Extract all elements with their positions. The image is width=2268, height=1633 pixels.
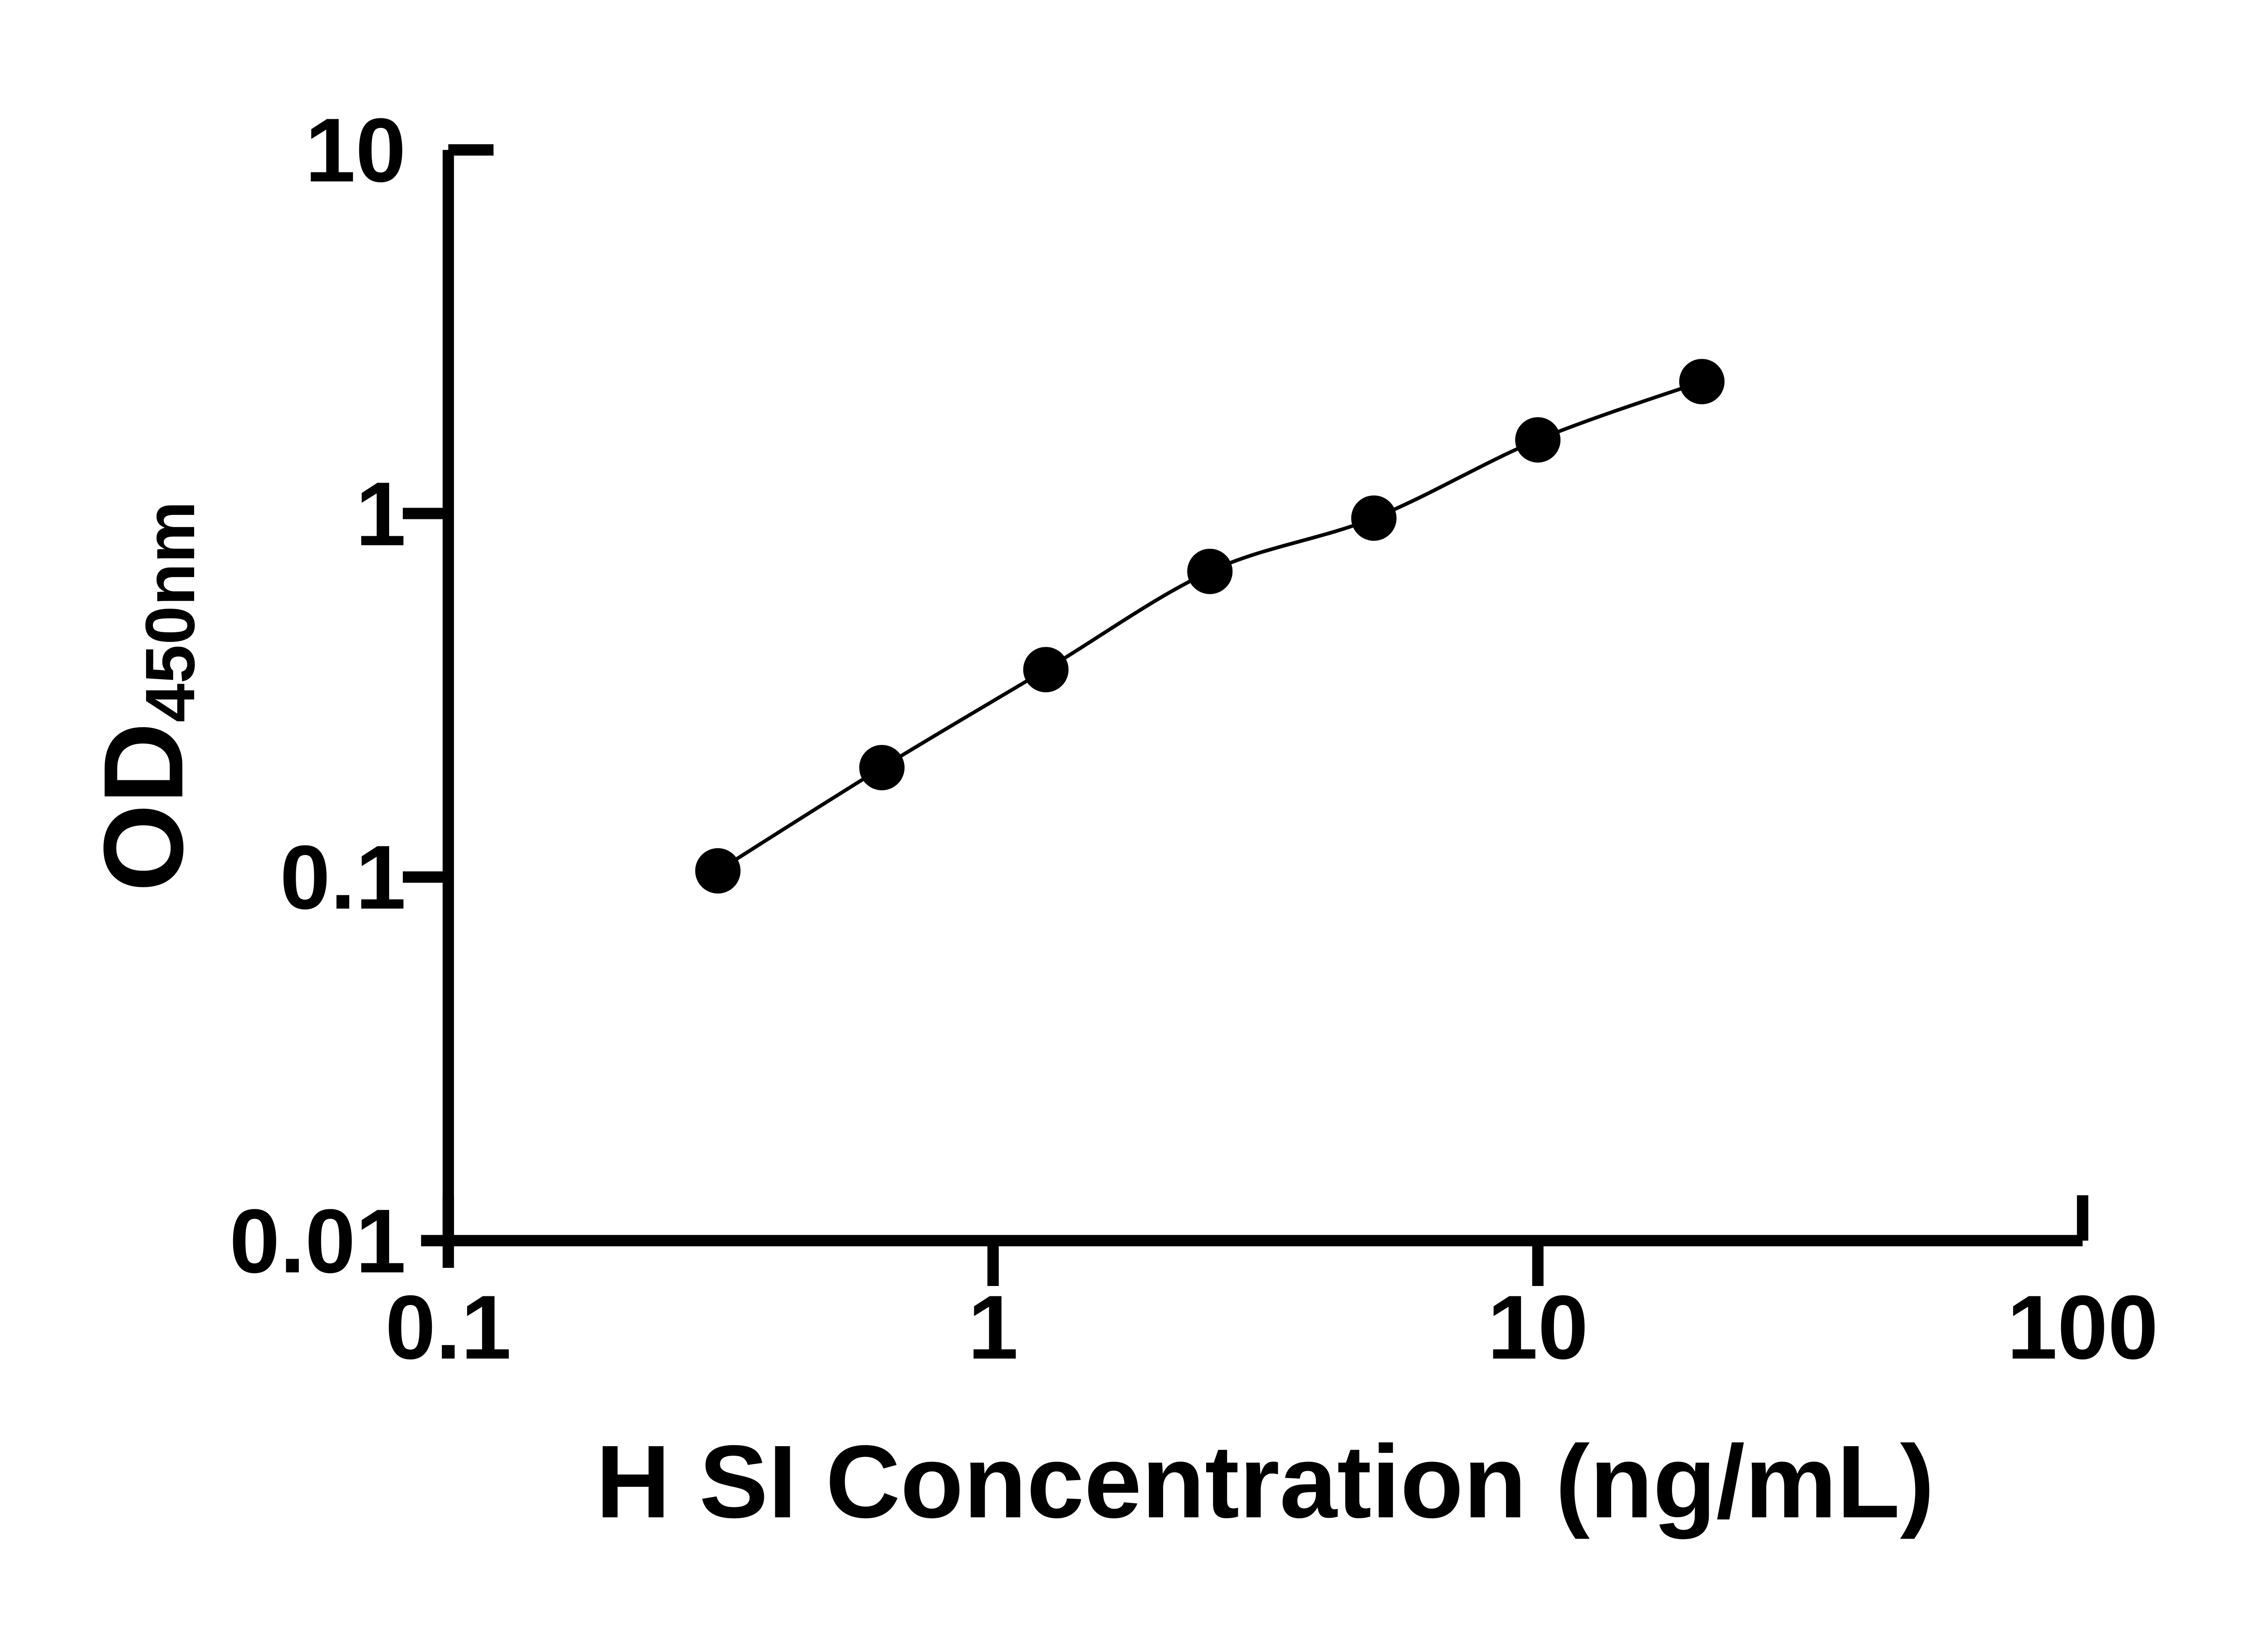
svg-text:0.1: 0.1 [385, 1277, 511, 1378]
svg-text:1: 1 [968, 1277, 1018, 1378]
svg-text:H SI Concentration (ng/mL): H SI Concentration (ng/mL) [596, 1424, 1934, 1540]
svg-text:0.01: 0.01 [230, 1191, 406, 1292]
svg-text:10: 10 [305, 100, 406, 201]
svg-text:10: 10 [1487, 1277, 1588, 1378]
svg-text:0.1: 0.1 [280, 827, 406, 928]
svg-text:100: 100 [2007, 1277, 2158, 1378]
svg-text:1: 1 [356, 464, 406, 565]
